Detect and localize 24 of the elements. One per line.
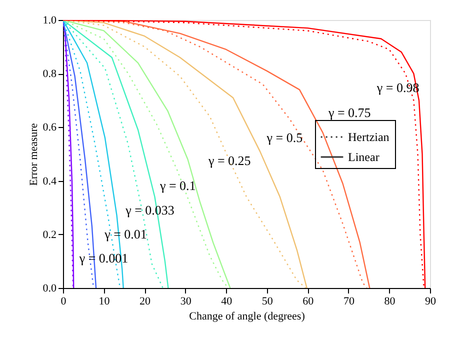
- y-axis-title: Error measure: [28, 123, 40, 186]
- annotation: γ = 0.25: [207, 152, 251, 168]
- x-tick-label: 0: [60, 296, 67, 308]
- annotation: γ = 0.5: [266, 130, 303, 145]
- x-tick-label: 40: [221, 296, 233, 308]
- annotation: γ = 0.1: [158, 178, 196, 194]
- annotation: γ = 0.75: [327, 104, 371, 120]
- x-tick-label: 60: [302, 296, 314, 308]
- text: Linear: [348, 150, 380, 164]
- text: Hertzian: [348, 130, 390, 144]
- x-tick-label: 30: [180, 296, 192, 308]
- x-tick-label: 80: [384, 296, 396, 308]
- y-tick-label: 1.0: [42, 14, 57, 26]
- y-tick-label: 0.4: [42, 175, 57, 188]
- y-tick-label: 0.0: [42, 282, 57, 294]
- x-tick-label: 50: [262, 296, 274, 308]
- y-tick-label: 0.8: [42, 68, 57, 80]
- y-tick-label: 0.2: [42, 228, 56, 241]
- y-tick-label: 0.6: [42, 122, 57, 134]
- x-tick-label: 90: [425, 296, 436, 308]
- x-tick-label: 10: [98, 296, 110, 308]
- x-tick-label: 20: [140, 296, 152, 308]
- x-axis-title: Change of angle (degrees): [189, 310, 306, 322]
- x-tick-label: 70: [343, 296, 355, 308]
